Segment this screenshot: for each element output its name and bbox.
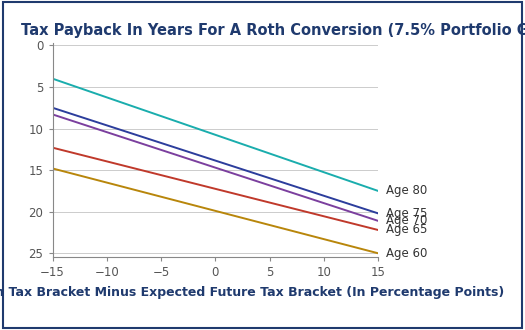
Text: Age 65: Age 65 [386,223,427,237]
Text: Age 75: Age 75 [386,207,427,220]
Text: Age 80: Age 80 [386,184,427,197]
X-axis label: Conversion Tax Bracket Minus Expected Future Tax Bracket (In Percentage Points): Conversion Tax Bracket Minus Expected Fu… [0,286,505,299]
Text: Age 60: Age 60 [386,247,427,260]
Text: Age 70: Age 70 [386,214,427,227]
Text: Tax Payback In Years For A Roth Conversion (7.5% Portfolio Growth Rate): Tax Payback In Years For A Roth Conversi… [21,23,525,38]
